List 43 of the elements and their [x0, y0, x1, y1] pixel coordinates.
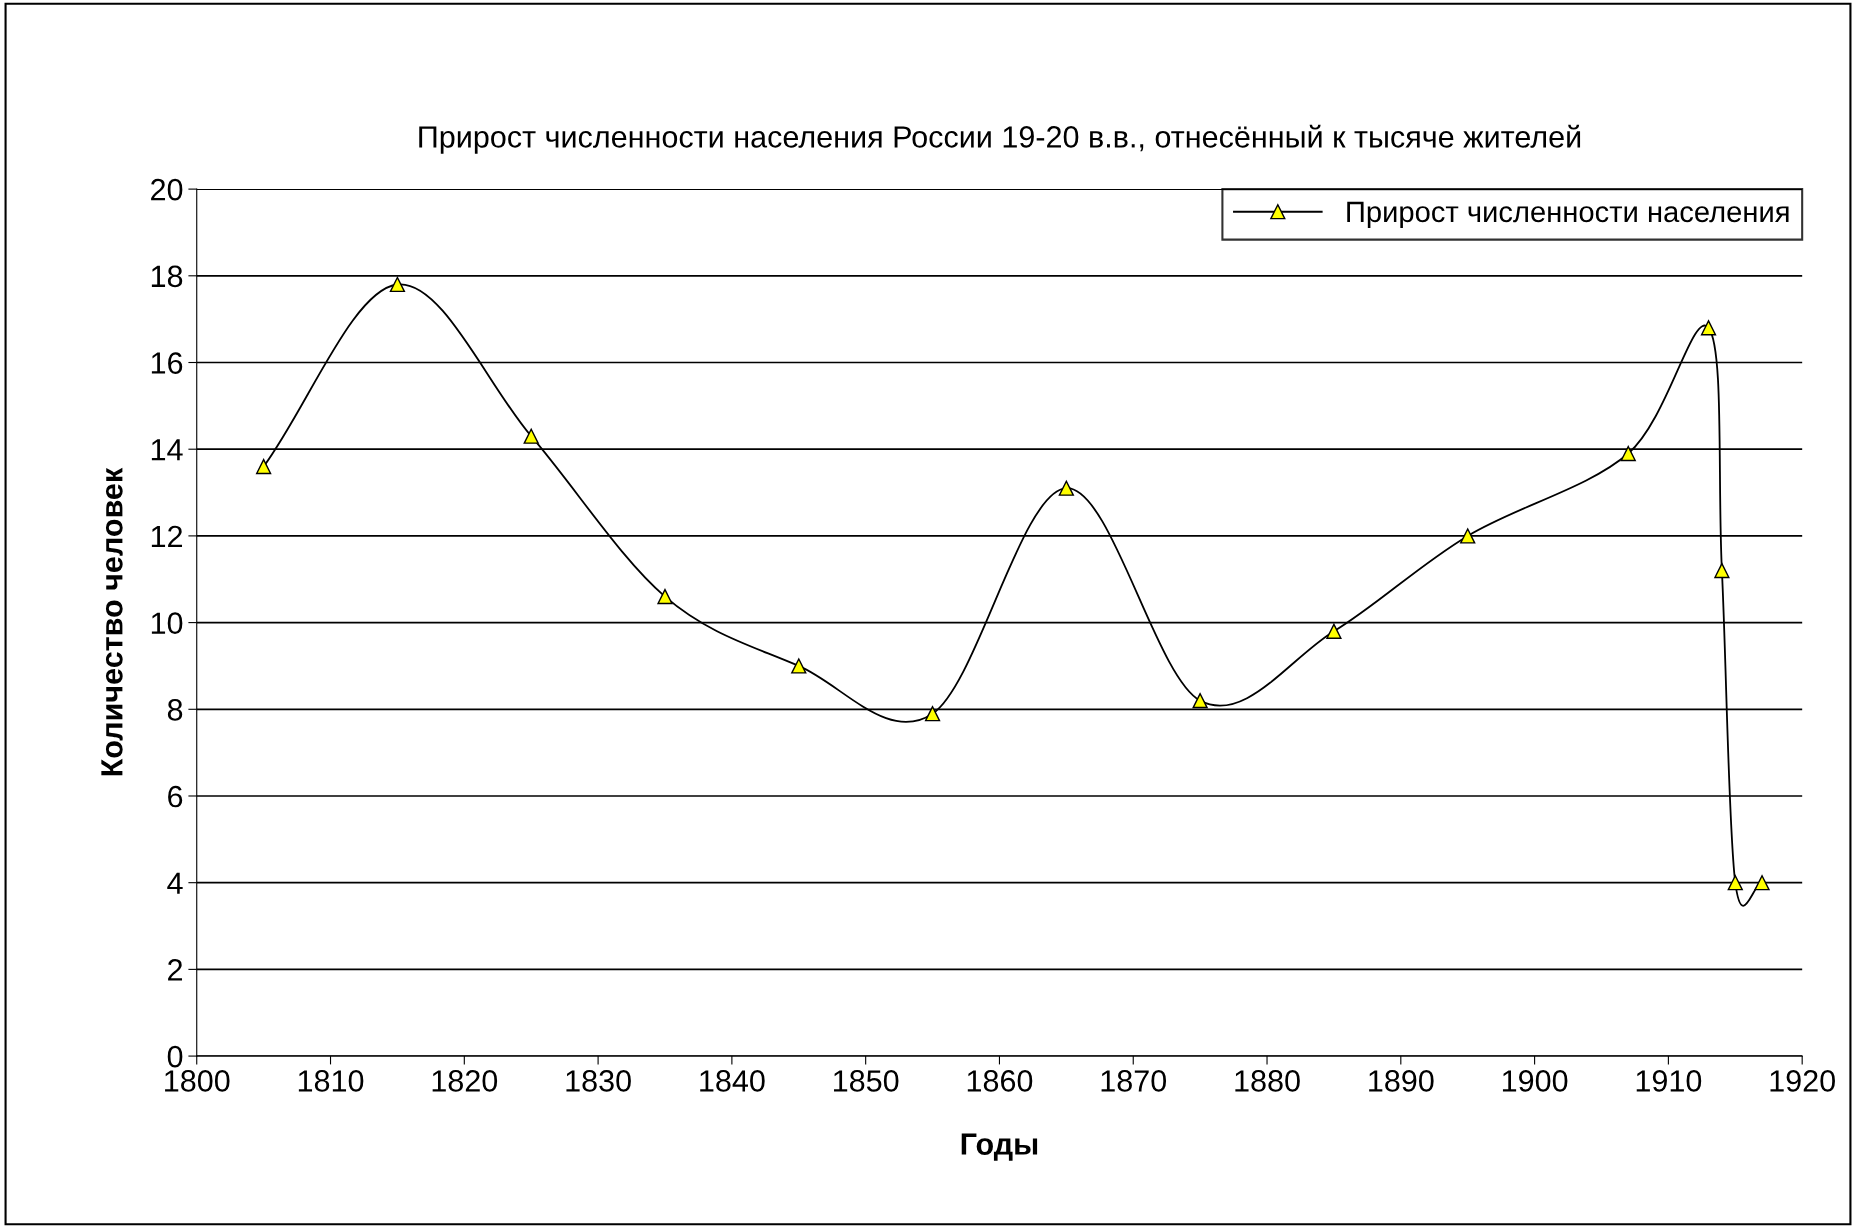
point [657, 588, 673, 605]
y-tick-label: 6 [168, 785, 183, 808]
x-axis-title: Годы [961, 1133, 1038, 1161]
x-tick-label: 1880 [1235, 1070, 1300, 1092]
x-tick-label: 1860 [967, 1070, 1033, 1092]
x-tick-label: 1820 [432, 1070, 498, 1092]
x-tick-label: 1830 [566, 1070, 631, 1092]
point [1700, 320, 1717, 336]
y-tick-label: 20 [151, 178, 183, 201]
point [523, 428, 539, 444]
y-tick-label: 8 [167, 699, 183, 721]
point [1326, 623, 1342, 639]
y-tick-label: 12 [151, 525, 183, 547]
x-tick-label: 1900 [1502, 1070, 1568, 1092]
y-tick-label: 10 [151, 612, 183, 634]
y-tick-label: 16 [151, 352, 183, 374]
y-tick-label: 14 [151, 439, 183, 461]
point [1460, 528, 1476, 544]
point [255, 458, 272, 475]
y-tick-label: 2 [168, 959, 183, 981]
point [1192, 692, 1208, 709]
point [1620, 445, 1636, 462]
y-tick-label: 18 [151, 265, 183, 288]
x-tick-label: 1810 [298, 1070, 364, 1092]
legend-label: Прирост численности населения [1347, 201, 1789, 228]
x-tick-label: 1870 [1101, 1070, 1167, 1092]
x-tick-label: 1850 [834, 1070, 899, 1092]
y-tick-label: 4 [167, 872, 183, 894]
y-tick-label: 0 [167, 1045, 183, 1068]
point [1714, 562, 1730, 579]
x-tick-label: 1890 [1369, 1070, 1434, 1092]
x-tick-label: 1920 [1770, 1070, 1835, 1092]
point [924, 705, 941, 722]
point [1727, 875, 1743, 891]
point [791, 658, 807, 674]
point [1058, 480, 1074, 496]
x-tick-label: 1840 [700, 1070, 765, 1092]
y-axis-title: Количество человек [101, 467, 123, 776]
chart-title: Прирост численности населения России 19-20 в.в., отнесённый к тысяче жителей [419, 124, 1581, 154]
point [1754, 875, 1770, 891]
x-tick-label: 1910 [1636, 1070, 1702, 1092]
x-tick-label: 1800 [165, 1070, 230, 1092]
point [389, 276, 406, 293]
